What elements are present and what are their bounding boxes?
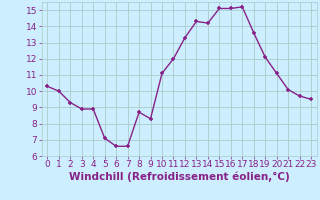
X-axis label: Windchill (Refroidissement éolien,°C): Windchill (Refroidissement éolien,°C) (69, 172, 290, 182)
